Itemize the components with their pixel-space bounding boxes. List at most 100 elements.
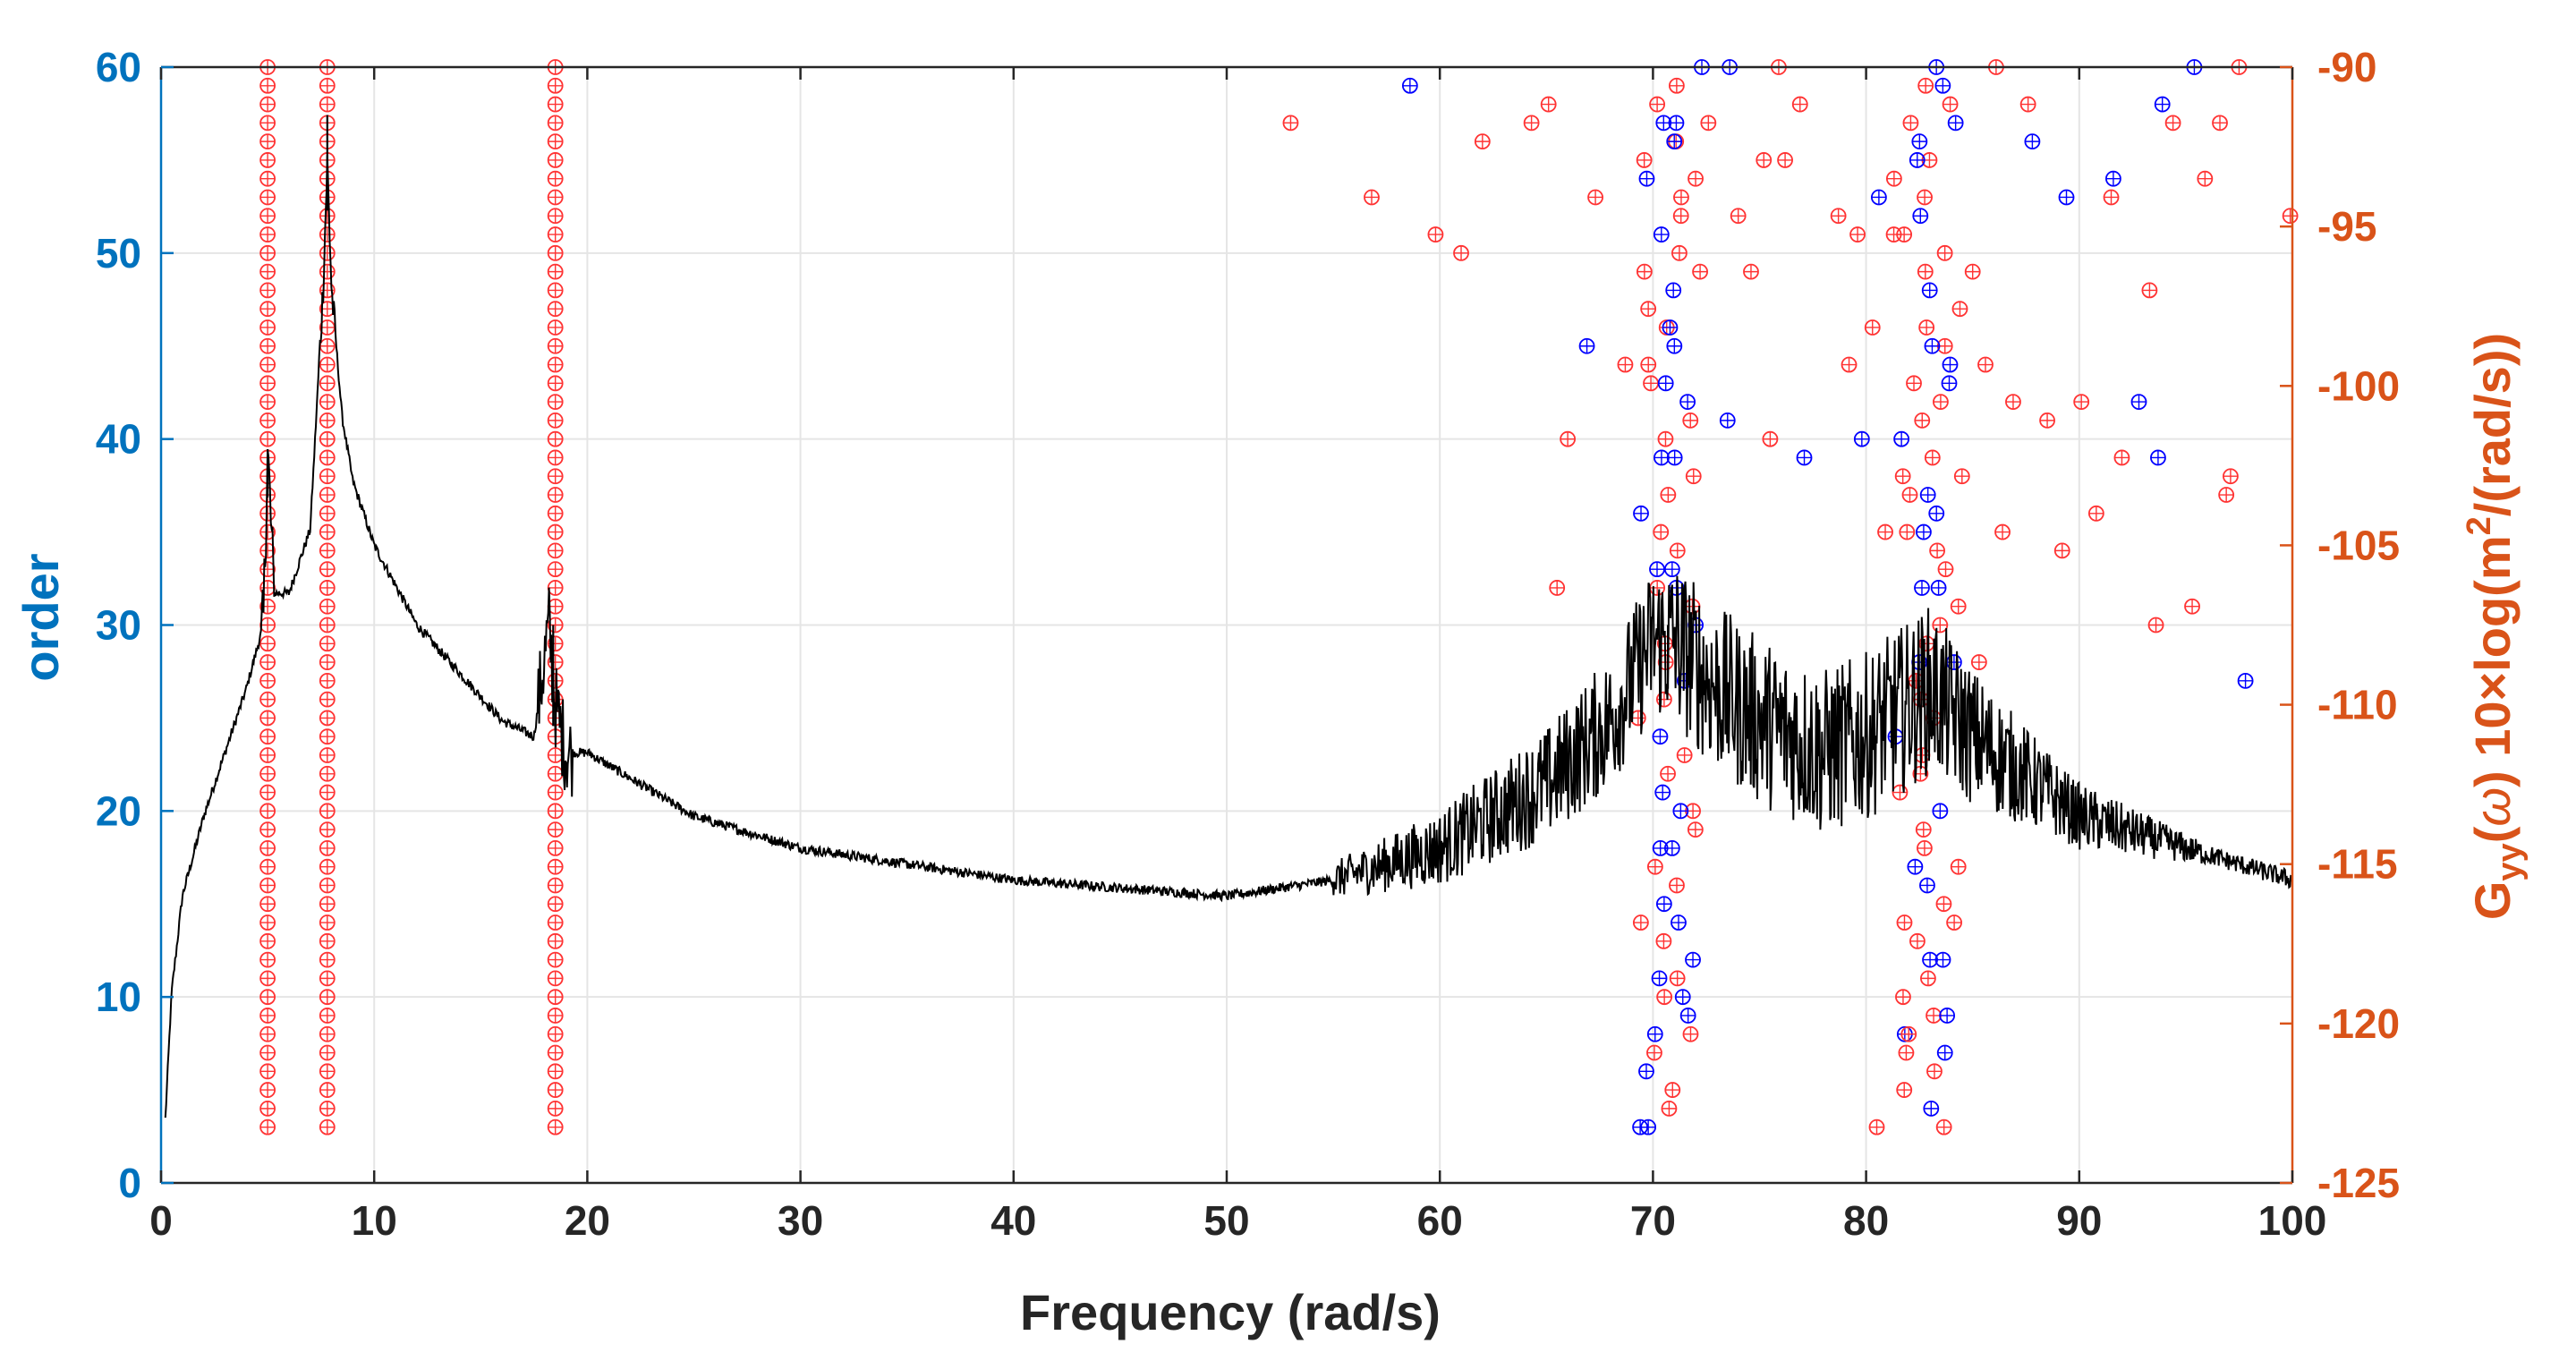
stability-marker (547, 226, 564, 242)
stability-marker (319, 1008, 336, 1024)
x-tick-label: 80 (1843, 1197, 1889, 1244)
stability-marker (1917, 840, 1933, 856)
stability-marker (1934, 77, 1951, 94)
stability-marker (1896, 1082, 1913, 1098)
stability-marker (319, 896, 336, 913)
stability-marker (259, 1044, 276, 1061)
stability-marker (259, 821, 276, 838)
stability-marker (1918, 319, 1935, 336)
stability-marker (547, 319, 564, 336)
stability-marker (1936, 244, 1953, 261)
stability-marker (259, 1119, 276, 1136)
stability-marker (547, 412, 564, 429)
stability-marker (259, 263, 276, 280)
x-tick-label: 30 (778, 1197, 823, 1244)
stability-marker (547, 747, 564, 763)
stability-marker (1682, 412, 1699, 429)
stability-marker (1578, 337, 1595, 354)
stability-marker (1655, 115, 1672, 132)
stability-marker (1946, 914, 1962, 931)
stability-marker (319, 877, 336, 894)
stability-marker (1743, 263, 1759, 280)
grid-lines (160, 66, 2293, 1184)
stability-marker (259, 784, 276, 801)
stability-marker (259, 858, 276, 875)
stability-marker (1640, 301, 1657, 318)
psd-line-series (164, 115, 2293, 1119)
stability-marker (1666, 449, 1683, 466)
stability-marker (1936, 1044, 1953, 1061)
stability-marker (2130, 394, 2147, 411)
stability-marker (1656, 691, 1672, 708)
stability-marker (1671, 244, 1688, 261)
stability-marker (1730, 208, 1747, 225)
stability-marker (547, 77, 564, 94)
stability-marker (319, 1082, 336, 1098)
stability-marker (1638, 170, 1655, 187)
y-right-tick-label: -95 (2317, 203, 2376, 250)
stability-marker (259, 96, 276, 113)
stability-marker (1853, 430, 1870, 447)
stability-marker (1649, 561, 1665, 578)
y-right-tick-label: -120 (2317, 1000, 2400, 1047)
stability-marker (1646, 858, 1663, 875)
stability-marker (547, 394, 564, 411)
stability-marker (547, 487, 564, 503)
stability-marker (1653, 226, 1670, 242)
stability-marker (547, 208, 564, 225)
stability-marker (319, 784, 336, 801)
stability-marker (259, 803, 276, 820)
stability-marker (319, 487, 336, 503)
stability-marker (547, 561, 564, 578)
stability-marker (547, 765, 564, 782)
stability-marker (319, 542, 336, 559)
stability-marker (1632, 914, 1649, 931)
stability-marker (1700, 115, 1717, 132)
stability-marker (547, 877, 564, 894)
stability-marker (1977, 356, 1994, 373)
stability-marker (1928, 505, 1945, 522)
stability-marker (1682, 1025, 1699, 1042)
stability-marker (319, 617, 336, 634)
x-tick-label: 50 (1203, 1197, 1249, 1244)
stability-marker (319, 691, 336, 708)
y-left-tick-label: 40 (96, 416, 141, 463)
y-axis-right-label: Gyy(ω) 10×log(m2/(rad/s)) (2461, 333, 2529, 920)
stability-marker (547, 152, 564, 168)
x-tick-label: 60 (1417, 1197, 1463, 1244)
stability-marker (1666, 337, 1683, 354)
stability-marker (547, 301, 564, 318)
stability-marker (319, 654, 336, 670)
stability-marker (319, 394, 336, 411)
stability-marker (1673, 189, 1689, 206)
stability-marker (319, 951, 336, 968)
stability-marker (1942, 356, 1959, 373)
stability-marker (1560, 430, 1577, 447)
stability-marker (2147, 617, 2164, 634)
stability-marker (2039, 412, 2055, 429)
stability-marker (259, 617, 276, 634)
stability-marker (319, 580, 336, 596)
x-axis-label: Frequency (rad/s) (1020, 1284, 1441, 1340)
stability-marker (259, 1025, 276, 1042)
x-tick-label: 10 (352, 1197, 397, 1244)
stability-marker (319, 523, 336, 540)
stability-marker (259, 561, 276, 578)
stability-marker (1663, 561, 1680, 578)
x-tick-label: 90 (2056, 1197, 2102, 1244)
stability-marker (319, 208, 336, 225)
stability-marker (259, 301, 276, 318)
stability-marker (547, 263, 564, 280)
stability-marker (259, 430, 276, 447)
stability-marker (2218, 487, 2235, 503)
stability-marker (1364, 189, 1380, 206)
stability-marker (319, 710, 336, 727)
stability-marker (319, 375, 336, 392)
stability-marker (319, 635, 336, 652)
stability-marker (1964, 263, 1981, 280)
y-right-tick-label: -115 (2317, 841, 2398, 888)
stability-marker (1885, 226, 1902, 242)
stability-marker (1665, 282, 1682, 299)
stability-marker (259, 152, 276, 168)
